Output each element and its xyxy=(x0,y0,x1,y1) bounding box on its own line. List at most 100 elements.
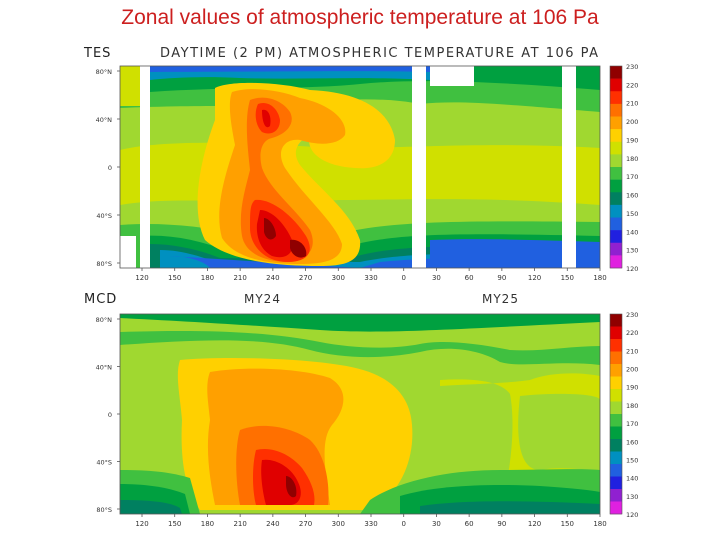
x-tick-label: 240 xyxy=(266,274,279,282)
colorbar-tick-label: 130 xyxy=(626,493,638,501)
colorbar-swatch xyxy=(610,364,622,377)
x-tick-label: 120 xyxy=(135,520,148,528)
mcd-panel-label: MCD xyxy=(84,292,118,307)
colorbar-swatch xyxy=(610,414,622,427)
colorbar-swatch xyxy=(610,389,622,402)
colorbar-swatch xyxy=(610,489,622,502)
colorbar-swatch xyxy=(610,501,622,515)
mcd-field xyxy=(120,314,600,514)
colorbar-tick-label: 190 xyxy=(626,136,638,144)
x-tick-label: 150 xyxy=(168,274,181,282)
y-tick-label: 40°S xyxy=(96,212,112,220)
colorbar-swatch xyxy=(610,326,622,340)
colorbar-swatch xyxy=(610,141,622,155)
colorbar-tick-label: 170 xyxy=(626,173,638,181)
x-tick-label: 120 xyxy=(528,520,541,528)
colorbar-swatch xyxy=(610,464,622,477)
y-tick-label: 80°S xyxy=(96,506,112,514)
colorbar-swatch xyxy=(610,451,622,465)
x-tick-label: 330 xyxy=(364,274,377,282)
colorbar-tick-label: 140 xyxy=(626,475,638,483)
y-tick-label: 80°S xyxy=(96,260,112,268)
colorbar-swatch xyxy=(610,230,622,244)
tes-panel-label: TES xyxy=(84,46,112,61)
y-tick-label: 0 xyxy=(108,164,112,172)
tes-y-axis: 80°N 40°N 0 40°S 80°S xyxy=(96,68,120,268)
colorbar-tick-label: 150 xyxy=(626,456,638,464)
colorbar-frame xyxy=(609,65,623,269)
colorbar-swatch xyxy=(610,129,622,143)
tes-x-axis: 120 150 180 210 240 270 300 330 0 30 60 90 120 150 180 xyxy=(135,268,607,282)
slide-title: Zonal values of atmospheric temperature … xyxy=(121,6,599,29)
colorbar-swatch xyxy=(610,376,622,390)
colorbar-tick-label: 140 xyxy=(626,228,638,236)
colorbar-swatch xyxy=(610,339,622,352)
colorbar-swatch xyxy=(610,401,622,415)
colorbar-swatch xyxy=(610,204,622,218)
colorbar-swatch xyxy=(610,255,622,269)
colorbar-frame xyxy=(609,313,623,515)
colorbar-tick-label: 230 xyxy=(626,63,638,71)
mcd-colorbar: 230 220 210 200 190 180 170 160 150 140 130 120 xyxy=(609,311,638,519)
x-tick-label: 0 xyxy=(401,520,405,528)
x-tick-label: 180 xyxy=(201,520,214,528)
colorbar-tick-label: 180 xyxy=(626,155,638,163)
colorbar-tick-label: 160 xyxy=(626,192,638,200)
colorbar-swatch xyxy=(610,314,622,327)
y-tick-label: 80°N xyxy=(96,316,113,324)
x-tick-label: 180 xyxy=(593,520,606,528)
x-tick-label: 240 xyxy=(266,520,279,528)
colorbar-swatch xyxy=(610,242,622,256)
x-tick-label: 330 xyxy=(364,520,377,528)
x-tick-label: 120 xyxy=(135,274,148,282)
x-tick-label: 150 xyxy=(168,520,181,528)
colorbar-swatch xyxy=(610,78,622,92)
tes-panel-title: DAYTIME (2 PM) ATMOSPHERIC TEMPERATURE A… xyxy=(160,46,600,61)
colorbar-tick-label: 210 xyxy=(626,347,638,355)
mcd-y-axis: 80°N 40°N 0 40°S 80°S xyxy=(96,316,120,514)
x-tick-label: 90 xyxy=(497,274,506,282)
colorbar-swatch xyxy=(610,116,622,130)
colorbar-swatch xyxy=(610,167,622,180)
x-tick-label: 30 xyxy=(432,520,441,528)
colorbar-tick-label: 170 xyxy=(626,420,638,428)
colorbar-swatch xyxy=(610,351,622,365)
mcd-year-right: MY25 xyxy=(482,292,519,306)
y-tick-label: 80°N xyxy=(96,68,113,76)
x-tick-label: 0 xyxy=(401,274,405,282)
x-tick-label: 30 xyxy=(432,274,441,282)
x-tick-label: 150 xyxy=(561,274,574,282)
y-tick-label: 40°N xyxy=(96,116,113,124)
colorbar-swatch xyxy=(610,103,622,117)
colorbar-tick-label: 190 xyxy=(626,384,638,392)
colorbar-swatch xyxy=(610,179,622,193)
colorbar-tick-label: 220 xyxy=(626,329,638,337)
x-tick-label: 210 xyxy=(233,520,246,528)
colorbar-swatch xyxy=(610,66,622,79)
colorbar-tick-label: 200 xyxy=(626,118,638,126)
colorbar-tick-label: 160 xyxy=(626,438,638,446)
colorbar-tick-label: 120 xyxy=(626,265,638,273)
colorbar-tick-label: 130 xyxy=(626,247,638,255)
colorbar-tick-label: 220 xyxy=(626,81,638,89)
colorbar-swatch xyxy=(610,91,622,105)
x-tick-label: 270 xyxy=(299,274,312,282)
colorbar-swatch xyxy=(610,154,622,168)
y-tick-label: 40°S xyxy=(96,459,112,467)
x-tick-label: 300 xyxy=(332,520,345,528)
x-tick-label: 270 xyxy=(299,520,312,528)
colorbar-tick-label: 200 xyxy=(626,366,638,374)
mcd-x-axis: 120 150 180 210 240 270 300 330 0 30 60 90 120 150 180 xyxy=(135,514,607,528)
mcd-year-left: MY24 xyxy=(244,292,281,306)
x-tick-label: 120 xyxy=(528,274,541,282)
colorbar-swatch xyxy=(610,439,622,452)
x-tick-label: 300 xyxy=(332,274,345,282)
colorbar-tick-label: 150 xyxy=(626,210,638,218)
x-tick-label: 150 xyxy=(561,520,574,528)
colorbar-swatch xyxy=(610,476,622,490)
colorbar-tick-label: 230 xyxy=(626,311,638,319)
y-tick-label: 40°N xyxy=(96,364,113,372)
colorbar-swatch xyxy=(610,217,622,231)
